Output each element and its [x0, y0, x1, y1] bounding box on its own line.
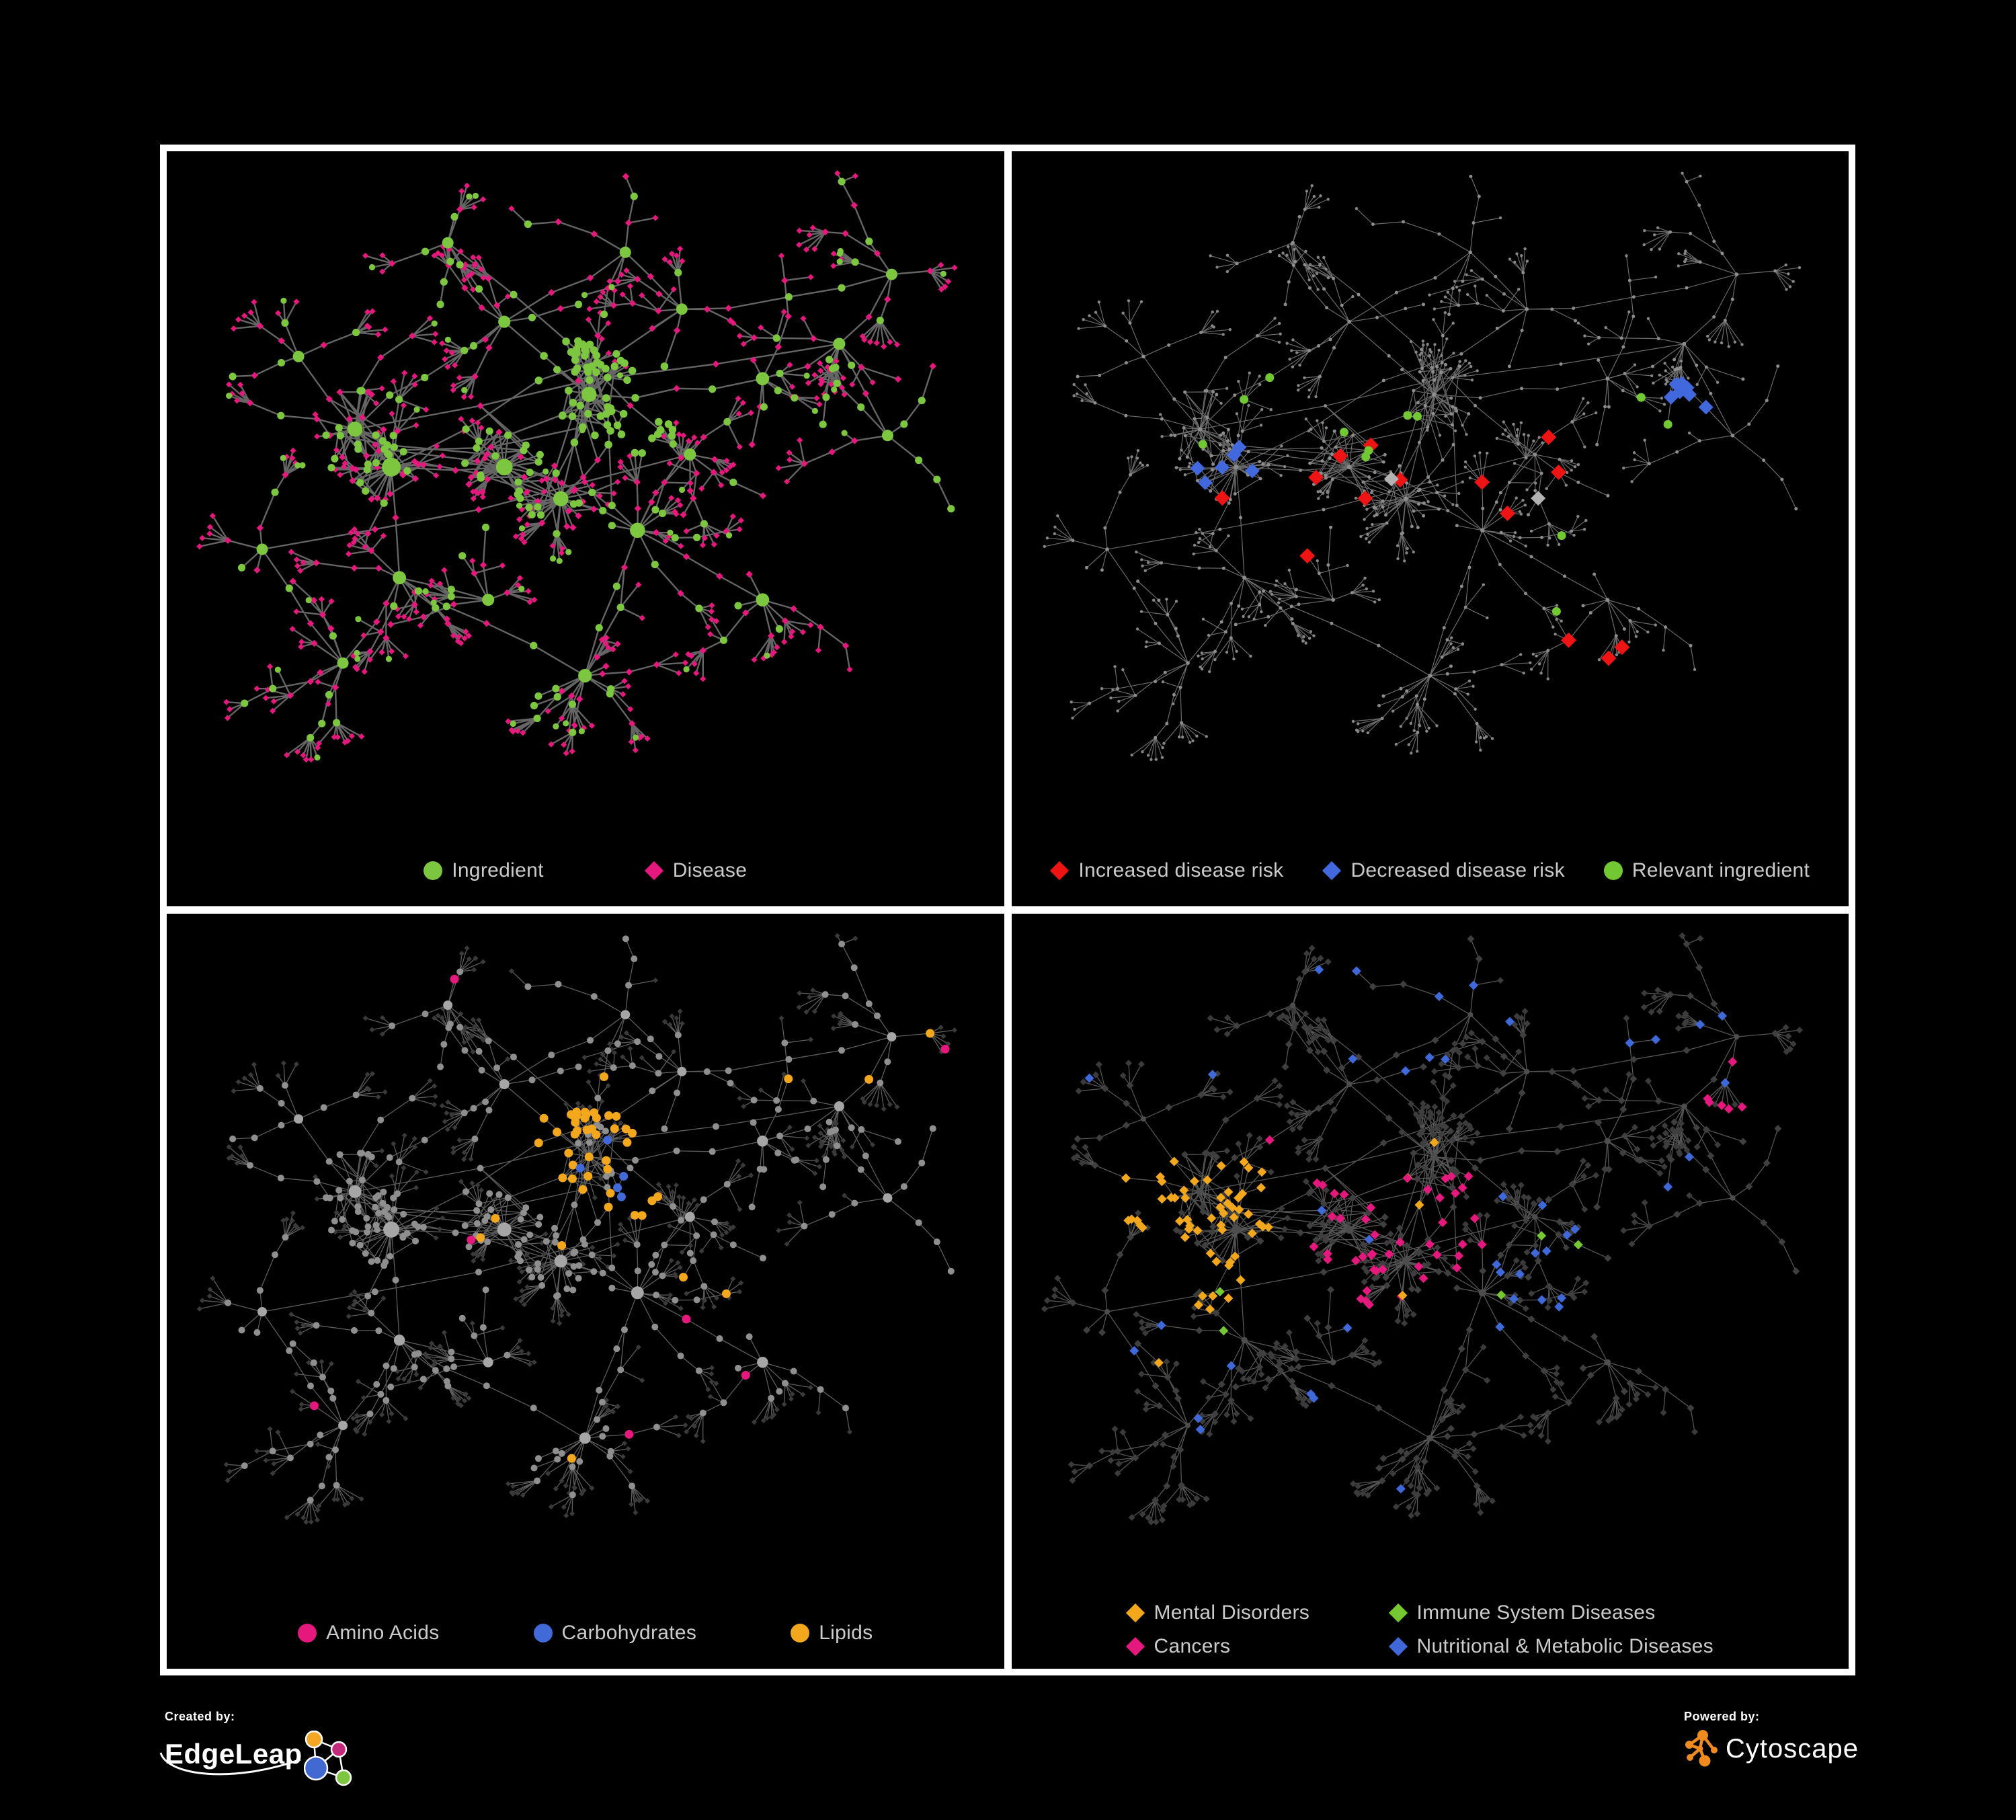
diamond-swatch-icon	[1050, 861, 1070, 881]
circle-swatch-icon	[1603, 861, 1623, 880]
legend-label: Disease	[672, 859, 748, 881]
edgeleap-logo: EdgeLeap	[165, 1731, 501, 1792]
legend-label: Cancers	[1154, 1635, 1231, 1657]
diamond-swatch-icon	[1388, 1636, 1408, 1657]
legend-label: Nutritional & Metabolic Diseases	[1416, 1635, 1713, 1657]
legend-item-ingredient: Ingredient	[424, 859, 543, 882]
legend-item-disease: Disease	[644, 859, 748, 882]
circle-swatch-icon	[298, 1624, 317, 1643]
diamond-swatch-icon	[1388, 1603, 1408, 1623]
legend-label: Immune System Diseases	[1416, 1601, 1656, 1624]
legend-label: Mental Disorders	[1154, 1601, 1310, 1624]
legend-compound-classes: Amino Acids Carbohydrates Lipids	[167, 1622, 1004, 1645]
panel-ingredient-disease: Ingredient Disease	[167, 151, 1004, 906]
diamond-swatch-icon	[1322, 861, 1342, 881]
network-compound-classes	[196, 933, 957, 1525]
circle-swatch-icon	[533, 1624, 553, 1643]
legend-item-lipids: Lipids	[791, 1622, 873, 1645]
edgeleap-logo-icon	[303, 1731, 352, 1786]
legend-label: Ingredient	[452, 859, 544, 881]
legend-item-cancers: Cancers	[1125, 1635, 1389, 1658]
network-disease-risk	[1043, 171, 1801, 761]
legend-disease-risk: Increased disease risk Decreased disease …	[1012, 859, 1849, 882]
legend-label: Increased disease risk	[1078, 859, 1284, 881]
network-ingredient-disease	[196, 170, 958, 763]
legend-label: Amino Acids	[326, 1622, 440, 1644]
powered-by-block: Powered by: Cytoscape	[1684, 1710, 1980, 1768]
legend-item-mental-disorders: Mental Disorders	[1125, 1601, 1389, 1624]
panel-disease-risk: Increased disease risk Decreased disease …	[1011, 151, 1849, 906]
diamond-swatch-icon	[1125, 1603, 1145, 1623]
panel-disease-classes: Mental Disorders Immune System Diseases Ca…	[1011, 914, 1849, 1669]
legend-label: Relevant ingredient	[1631, 859, 1810, 881]
cytoscape-logo-icon	[1685, 1730, 1718, 1767]
circle-swatch-icon	[791, 1624, 810, 1643]
legend-item-immune-system-diseases: Immune System Diseases	[1388, 1601, 1713, 1624]
circle-swatch-icon	[424, 861, 443, 880]
edgeleap-wordmark: EdgeLeap	[165, 1738, 303, 1770]
figure-grid: Ingredient Disease Increased disease risk…	[160, 145, 1855, 1675]
legend-label: Carbohydrates	[561, 1622, 697, 1644]
network-disease-classes	[1041, 932, 1803, 1526]
cytoscape-wordmark: Cytoscape	[1726, 1733, 1859, 1764]
legend-item-increased-disease-risk: Increased disease risk	[1050, 859, 1283, 882]
powered-by-label: Powered by:	[1684, 1710, 1760, 1723]
legend-item-amino-acids: Amino Acids	[298, 1622, 439, 1645]
legend-label: Lipids	[819, 1622, 873, 1644]
legend-ingredient-disease: Ingredient Disease	[167, 859, 1004, 882]
diamond-swatch-icon	[1125, 1636, 1145, 1657]
cytoscape-logo: Cytoscape	[1684, 1729, 1980, 1768]
legend-item-nutritional-metabolic-diseases: Nutritional & Metabolic Diseases	[1388, 1635, 1713, 1658]
diamond-swatch-icon	[644, 861, 663, 881]
legend-item-carbohydrates: Carbohydrates	[533, 1622, 697, 1645]
legend-disease-classes: Mental Disorders Immune System Diseases Ca…	[1125, 1601, 1713, 1658]
created-by-label: Created by:	[165, 1710, 235, 1723]
legend-item-decreased-disease-risk: Decreased disease risk	[1322, 859, 1565, 882]
panel-compound-classes: Amino Acids Carbohydrates Lipids	[167, 914, 1004, 1669]
legend-item-relevant-ingredient: Relevant ingredient	[1603, 859, 1810, 882]
created-by-block: Created by: EdgeLeap	[159, 1710, 501, 1792]
legend-label: Decreased disease risk	[1350, 859, 1565, 881]
